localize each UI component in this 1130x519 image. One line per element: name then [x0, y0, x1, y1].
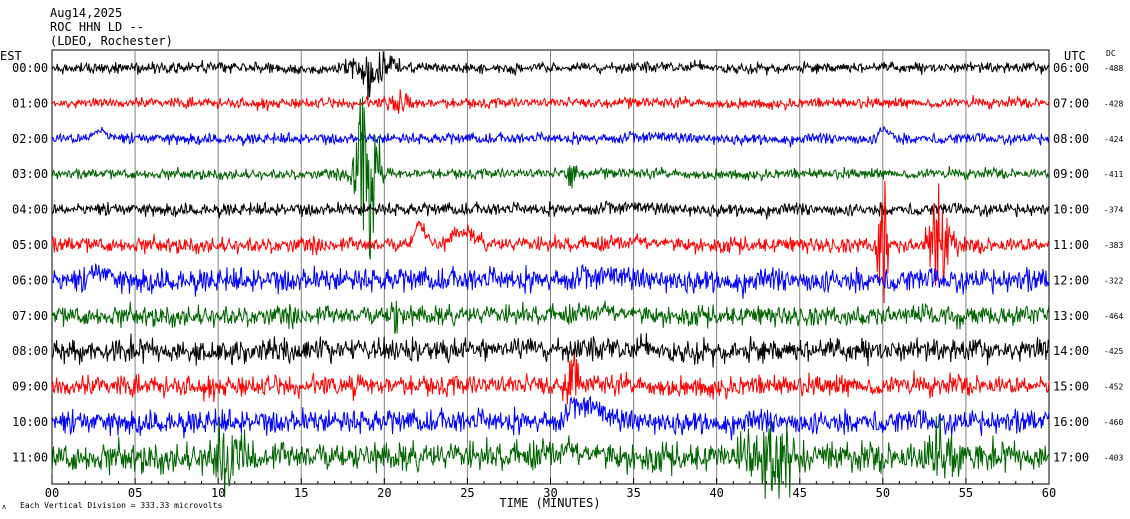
footnote: Each Vertical Division = 333.33 microvol… — [20, 501, 222, 510]
dc-offset-label: -322 — [1104, 276, 1123, 285]
dc-offset-label: -425 — [1104, 347, 1123, 356]
utc-hour-label: 12:00 — [1053, 273, 1089, 287]
x-tick-label: 50 — [876, 486, 890, 500]
x-tick-label: 05 — [128, 486, 142, 500]
dc-offset-label: -428 — [1104, 99, 1123, 108]
dc-offset-label: -460 — [1104, 418, 1123, 427]
trace-line — [51, 395, 1050, 441]
date-label: Aug14,2025 — [50, 6, 123, 20]
utc-hour-label: 11:00 — [1053, 238, 1089, 252]
x-tick-label: 35 — [626, 486, 640, 500]
trace-line — [51, 333, 1050, 368]
x-tick-label: 00 — [45, 486, 59, 500]
est-hour-label: 03:00 — [12, 167, 48, 181]
est-hour-label: 01:00 — [12, 96, 48, 110]
est-hour-label: 06:00 — [12, 273, 48, 287]
dc-offset-label: -411 — [1104, 170, 1123, 179]
x-tick-label: 45 — [793, 486, 807, 500]
traces — [51, 51, 1050, 499]
utc-hour-label: 08:00 — [1053, 132, 1089, 146]
trace-line — [51, 96, 1050, 260]
est-hour-label: 07:00 — [12, 309, 48, 323]
trace-line — [51, 51, 1050, 101]
dc-offset-label: -403 — [1104, 453, 1123, 462]
trace-line — [51, 300, 1050, 335]
labels: EST UTC DC TIME (MINUTES) ʌ Each Vertica… — [0, 49, 1123, 511]
est-hour-label: 05:00 — [12, 238, 48, 252]
dc-label: DC — [1106, 49, 1116, 58]
trace-line — [51, 180, 1050, 304]
utc-hour-label: 13:00 — [1053, 309, 1089, 323]
x-tick-label: 15 — [294, 486, 308, 500]
footnote-mark: ʌ — [2, 503, 6, 511]
utc-hour-label: 10:00 — [1053, 203, 1089, 217]
x-tick-label: 55 — [959, 486, 973, 500]
est-hour-label: 08:00 — [12, 344, 48, 358]
est-hour-label: 04:00 — [12, 203, 48, 217]
x-tick-label: 30 — [543, 486, 557, 500]
trace-line — [51, 263, 1050, 299]
est-axis-label: EST — [0, 49, 22, 63]
utc-hour-label: 06:00 — [1053, 61, 1089, 75]
dc-offset-label: -452 — [1104, 383, 1123, 392]
utc-hour-label: 14:00 — [1053, 344, 1089, 358]
utc-hour-label: 16:00 — [1053, 415, 1089, 429]
utc-hour-label: 17:00 — [1053, 450, 1089, 464]
est-hour-label: 10:00 — [12, 415, 48, 429]
x-tick-label: 10 — [211, 486, 225, 500]
x-tick-label: 20 — [377, 486, 391, 500]
x-tick-label: 60 — [1042, 486, 1056, 500]
est-hour-label: 00:00 — [12, 61, 48, 75]
x-tick-label: 25 — [460, 486, 474, 500]
dc-offset-label: -374 — [1104, 206, 1123, 215]
trace-line — [51, 414, 1050, 499]
utc-axis-label: UTC — [1064, 49, 1086, 63]
est-hour-label: 09:00 — [12, 380, 48, 394]
dc-offset-label: -488 — [1104, 64, 1123, 73]
utc-hour-label: 15:00 — [1053, 380, 1089, 394]
est-hour-label: 11:00 — [12, 450, 48, 464]
trace-line — [51, 200, 1050, 220]
utc-hour-label: 09:00 — [1053, 167, 1089, 181]
x-axis-label: TIME (MINUTES) — [499, 496, 600, 510]
est-hour-label: 02:00 — [12, 132, 48, 146]
trace-line — [51, 353, 1050, 405]
trace-line — [51, 125, 1050, 148]
dc-offset-label: -424 — [1104, 135, 1123, 144]
dc-offset-label: -383 — [1104, 241, 1123, 250]
utc-hour-label: 07:00 — [1053, 96, 1089, 110]
grid — [51, 49, 1050, 485]
x-tick-label: 40 — [709, 486, 723, 500]
dc-offset-label: -464 — [1104, 312, 1123, 321]
station-label: ROC HHN LD -- — [50, 20, 144, 34]
trace-line — [51, 89, 1050, 115]
network-label: (LDEO, Rochester) — [50, 34, 173, 48]
